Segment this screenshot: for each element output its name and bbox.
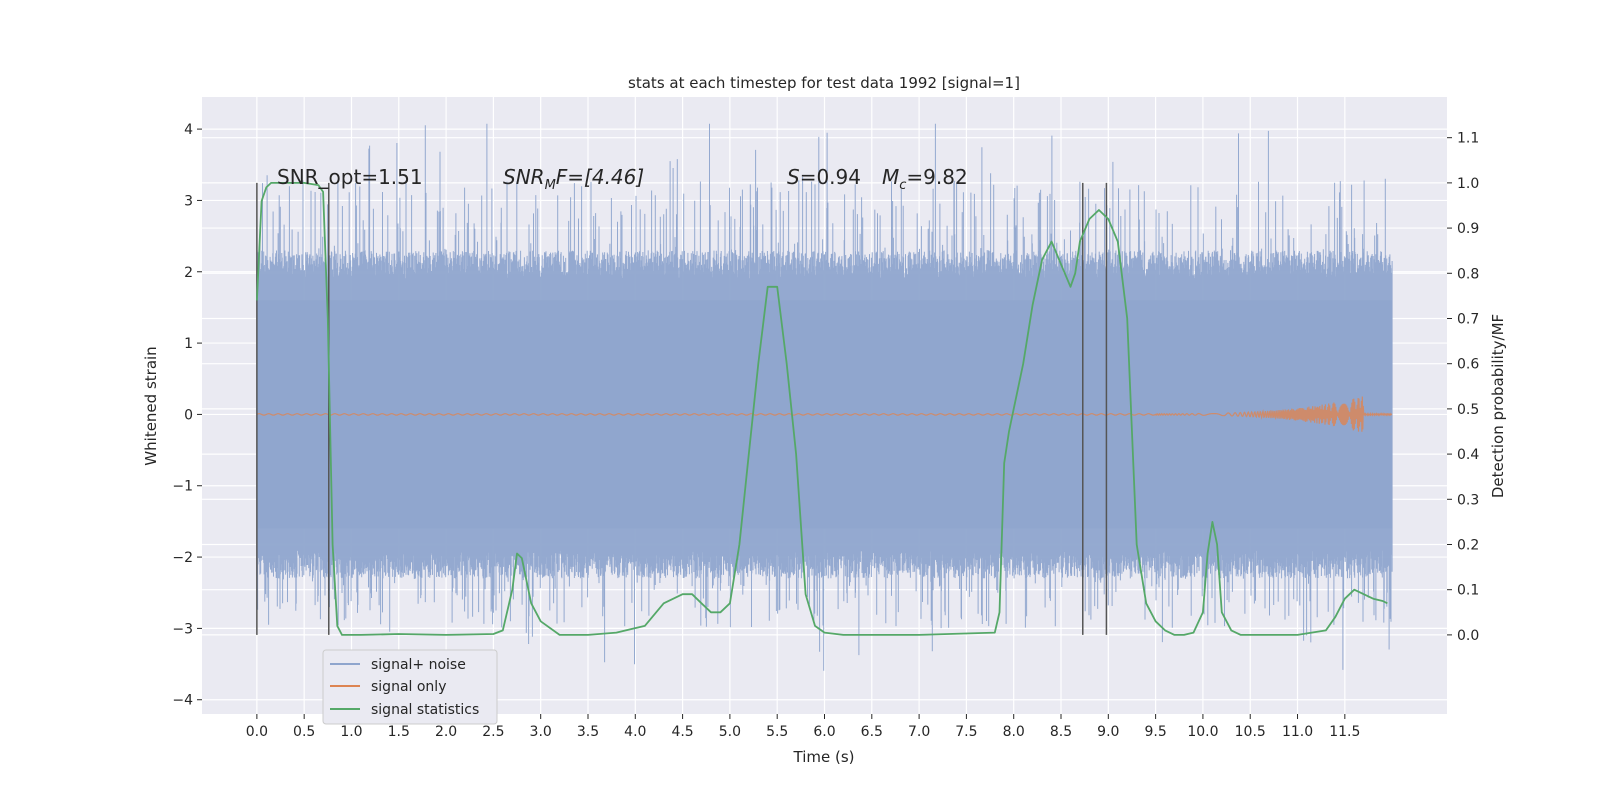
y2-tick-label: 0.1 bbox=[1457, 583, 1479, 599]
y2-tick-label: 1.0 bbox=[1457, 176, 1479, 192]
y2-tick-label: 0.3 bbox=[1457, 492, 1479, 508]
x-tick-label: 4.5 bbox=[671, 724, 693, 740]
y-tick-label: 4 bbox=[184, 122, 193, 138]
x-tick-label: 0.0 bbox=[246, 724, 268, 740]
x-axis-title: Time (s) bbox=[793, 748, 855, 766]
annotation-snr-mf: SNRMF=[4.46] bbox=[503, 165, 644, 193]
x-tick-label: 1.5 bbox=[388, 724, 410, 740]
x-tick-label: 10.0 bbox=[1187, 724, 1218, 740]
x-tick-label: 2.5 bbox=[482, 724, 504, 740]
annotation-snr-opt: SNR_opt=1.51 bbox=[277, 165, 423, 189]
legend-box bbox=[322, 649, 498, 725]
x-tick-label: 4.0 bbox=[624, 724, 646, 740]
x-tick-label: 7.5 bbox=[955, 724, 977, 740]
y-tick-label: 2 bbox=[184, 265, 193, 281]
x-tick-label: 0.5 bbox=[293, 724, 315, 740]
x-tick-label: 3.5 bbox=[577, 724, 599, 740]
x-tick-label: 6.0 bbox=[813, 724, 835, 740]
y2-axis-title: Detection probability/MF bbox=[1489, 314, 1507, 498]
x-tick-label: 7.0 bbox=[908, 724, 930, 740]
annotation-snr-mf-suffix-f: F=[4.46] bbox=[556, 165, 644, 189]
x-tick-label: 8.0 bbox=[1003, 724, 1025, 740]
y-tick-label: 0 bbox=[184, 407, 193, 423]
x-tick-label: 2.0 bbox=[435, 724, 457, 740]
y2-tick-label: 0.7 bbox=[1457, 311, 1479, 327]
y2-axis-ticks: 1.1 1.0 0.9 0.8 0.7 0.6 0.5 0.4 0.3 0.2 0.1 0.0 bbox=[1447, 131, 1479, 644]
x-axis-ticks: 0.0 0.5 1.0 1.5 2.0 2.5 3.0 3.5 4.0 4.5 5.0 5.5 6.0 6… bbox=[246, 714, 1360, 740]
y-tick-label: −1 bbox=[172, 479, 193, 495]
legend-label-signal-statistics: signal statistics bbox=[371, 702, 479, 718]
annotation-mc-var: M bbox=[882, 165, 899, 189]
x-tick-label: 5.5 bbox=[766, 724, 788, 740]
x-tick-label: 3.0 bbox=[530, 724, 552, 740]
x-tick-label: 1.0 bbox=[340, 724, 362, 740]
y-axis-ticks: 4 3 2 1 0 −1 −2 −3 −4 bbox=[172, 122, 202, 709]
y2-tick-label: 0.2 bbox=[1457, 537, 1479, 553]
x-tick-label: 9.0 bbox=[1097, 724, 1119, 740]
x-tick-label: 11.0 bbox=[1282, 724, 1313, 740]
annotation-s-var: S bbox=[787, 165, 800, 189]
y2-tick-label: 1.1 bbox=[1457, 131, 1479, 147]
y-tick-label: 1 bbox=[184, 336, 193, 352]
chart-title: stats at each timestep for test data 199… bbox=[628, 74, 1020, 92]
annotation-snr-mf-prefix: SNR bbox=[503, 165, 545, 189]
vertical-markers bbox=[256, 182, 1108, 635]
y-tick-label: −3 bbox=[172, 621, 193, 637]
legend-label-signal-noise: signal+ noise bbox=[371, 657, 466, 673]
x-tick-label: 10.5 bbox=[1235, 724, 1266, 740]
annotation-snr-mf-sub: M bbox=[545, 178, 556, 193]
x-tick-label: 5.0 bbox=[719, 724, 741, 740]
y2-tick-label: 0.8 bbox=[1457, 266, 1479, 282]
signal-trace bbox=[256, 396, 1393, 432]
y2-tick-label: 0.0 bbox=[1457, 628, 1479, 644]
legend: signal+ noise signal only signal statist… bbox=[322, 649, 498, 725]
y-tick-label: −4 bbox=[172, 693, 193, 709]
x-tick-label: 6.5 bbox=[861, 724, 883, 740]
y2-tick-label: 0.4 bbox=[1457, 447, 1479, 463]
y2-tick-label: 0.6 bbox=[1457, 357, 1479, 373]
x-tick-label: 8.5 bbox=[1050, 724, 1072, 740]
annotation-mc-value: =9.82 bbox=[906, 165, 967, 189]
y2-tick-label: 0.5 bbox=[1457, 402, 1479, 418]
x-tick-label: 11.5 bbox=[1329, 724, 1360, 740]
y-tick-label: −2 bbox=[172, 550, 193, 566]
legend-label-signal-only: signal only bbox=[371, 679, 446, 695]
series-signal-statistics bbox=[256, 182, 1388, 636]
y2-tick-label: 0.9 bbox=[1457, 221, 1479, 237]
annotation-s: S=0.94 bbox=[787, 165, 861, 189]
statistics-line bbox=[256, 182, 1388, 636]
annotation-mc-sub: c bbox=[899, 178, 906, 193]
y-axis-title: Whitened strain bbox=[142, 346, 160, 465]
annotation-s-value: =0.94 bbox=[800, 165, 861, 189]
annotation-mc: Mc=9.82 bbox=[882, 165, 968, 193]
y-tick-label: 3 bbox=[184, 193, 193, 209]
x-tick-label: 9.5 bbox=[1144, 724, 1166, 740]
series-signal-only bbox=[256, 396, 1393, 432]
